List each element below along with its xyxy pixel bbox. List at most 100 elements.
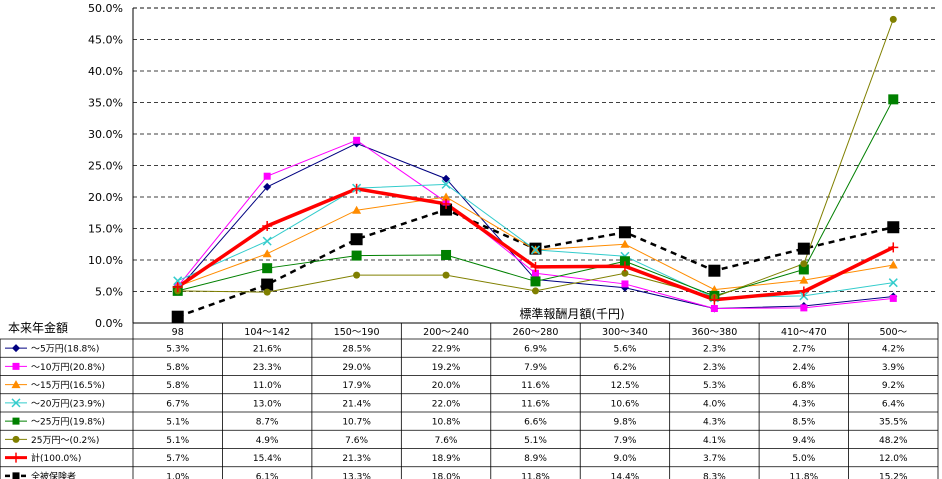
data-label: 10.6% bbox=[611, 399, 640, 409]
data-label: 6.2% bbox=[614, 363, 637, 373]
legend-label: 計(100.0%) bbox=[31, 452, 81, 464]
data-label: 12.5% bbox=[611, 381, 640, 391]
data-label: 13.0% bbox=[253, 399, 282, 409]
data-label: 5.8% bbox=[166, 363, 189, 373]
y-tick-label: 10.0% bbox=[88, 254, 123, 267]
data-label: 6.8% bbox=[792, 381, 815, 391]
data-label: 8.7% bbox=[256, 418, 279, 428]
data-point bbox=[442, 174, 451, 183]
data-label: 22.0% bbox=[432, 399, 461, 409]
data-point bbox=[888, 94, 899, 105]
data-label: 5.7% bbox=[166, 454, 189, 464]
y-tick-label: 5.0% bbox=[95, 286, 123, 299]
data-label: 4.2% bbox=[882, 345, 905, 355]
data-point bbox=[530, 276, 541, 287]
data-label: 13.3% bbox=[342, 472, 371, 479]
data-label: 10.8% bbox=[432, 418, 461, 428]
data-point bbox=[532, 287, 539, 295]
x-tick-label: 104～142 bbox=[244, 327, 290, 338]
data-point bbox=[798, 264, 809, 275]
x-tick-label: 260～280 bbox=[513, 327, 559, 338]
x-tick-label: 360～380 bbox=[692, 327, 738, 338]
data-label: 4.3% bbox=[703, 418, 726, 428]
data-point bbox=[262, 263, 273, 274]
data-label: 6.6% bbox=[524, 418, 547, 428]
series-line bbox=[177, 19, 894, 298]
data-label: 5.6% bbox=[614, 345, 637, 355]
data-point bbox=[888, 278, 898, 288]
y-tick-label: 35.0% bbox=[88, 97, 123, 110]
data-label: 9.0% bbox=[614, 454, 637, 464]
data-label: 9.4% bbox=[792, 436, 815, 446]
series-markers bbox=[171, 15, 900, 323]
data-point bbox=[263, 288, 271, 296]
data-point bbox=[263, 172, 271, 180]
data-point bbox=[261, 278, 274, 291]
y-tick-label: 30.0% bbox=[88, 128, 123, 141]
data-label: 7.9% bbox=[524, 363, 547, 373]
data-label: 6.7% bbox=[166, 399, 189, 409]
data-label: 8.3% bbox=[703, 472, 726, 479]
data-point bbox=[619, 256, 630, 267]
data-point bbox=[441, 179, 451, 189]
data-label: 4.9% bbox=[256, 436, 279, 446]
data-label: 18.9% bbox=[432, 454, 461, 464]
y-tick-label: 15.0% bbox=[88, 223, 123, 236]
data-label: 1.0% bbox=[166, 472, 189, 479]
data-point bbox=[12, 417, 20, 425]
x-tick-label: 300～340 bbox=[602, 327, 648, 338]
data-point bbox=[11, 380, 21, 389]
data-label: 18.0% bbox=[432, 472, 461, 479]
y-tick-label: 20.0% bbox=[88, 191, 123, 204]
data-point bbox=[353, 271, 361, 279]
data-label: 9.2% bbox=[882, 381, 905, 391]
data-label: 15.2% bbox=[879, 472, 908, 479]
data-point bbox=[262, 236, 272, 246]
x-tick-label: 98 bbox=[172, 327, 184, 338]
legend-label: 全被保険者 bbox=[31, 470, 76, 479]
data-label: 5.3% bbox=[166, 345, 189, 355]
data-label: 19.2% bbox=[432, 363, 461, 373]
data-point bbox=[889, 15, 897, 23]
data-point bbox=[12, 472, 20, 479]
data-point bbox=[621, 280, 629, 288]
legend-label: ～5万円(18.8%) bbox=[31, 344, 99, 355]
legend-label: ～15万円(16.5%) bbox=[31, 380, 105, 391]
data-point bbox=[171, 310, 184, 323]
data-point bbox=[440, 203, 453, 216]
y-tick-label: 45.0% bbox=[88, 34, 123, 47]
data-point bbox=[441, 192, 451, 201]
data-label: 8.5% bbox=[792, 418, 815, 428]
data-label: 4.3% bbox=[792, 399, 815, 409]
data-label: 6.4% bbox=[882, 399, 905, 409]
x-tick-label: 410～470 bbox=[781, 327, 827, 338]
legend-label: ～20万円(23.9%) bbox=[31, 398, 105, 409]
data-label: 48.2% bbox=[879, 436, 908, 446]
x-axis-title: 標準報酬月額(千円) bbox=[519, 306, 624, 321]
data-label: 11.8% bbox=[521, 472, 550, 479]
data-label: 2.4% bbox=[792, 363, 815, 373]
data-point bbox=[618, 226, 631, 239]
x-tick-label: 500～ bbox=[879, 327, 907, 338]
data-label: 11.0% bbox=[253, 381, 282, 391]
y-axis: 0.0% 5.0% 10.0% 15.0% 20.0% 25.0% 30.0% 35.0% 40… bbox=[88, 2, 134, 330]
data-point bbox=[799, 275, 809, 284]
data-label: 5.0% bbox=[792, 454, 815, 464]
data-point bbox=[621, 269, 629, 277]
data-label: 35.5% bbox=[879, 418, 908, 428]
data-label: 11.6% bbox=[521, 399, 550, 409]
data-label: 21.4% bbox=[342, 399, 371, 409]
data-label: 4.1% bbox=[703, 436, 726, 446]
x-tick-label: 200～240 bbox=[423, 327, 469, 338]
data-point bbox=[708, 264, 721, 277]
table-header-label: 本来年金額 bbox=[8, 320, 68, 335]
y-tick-label: 50.0% bbox=[88, 2, 123, 15]
x-tick-label: 150～190 bbox=[334, 327, 380, 338]
data-point bbox=[797, 242, 810, 255]
data-label: 10.7% bbox=[342, 418, 371, 428]
data-point bbox=[710, 305, 718, 313]
data-label: 2.3% bbox=[703, 345, 726, 355]
gridlines bbox=[133, 7, 938, 292]
data-label: 4.0% bbox=[703, 399, 726, 409]
